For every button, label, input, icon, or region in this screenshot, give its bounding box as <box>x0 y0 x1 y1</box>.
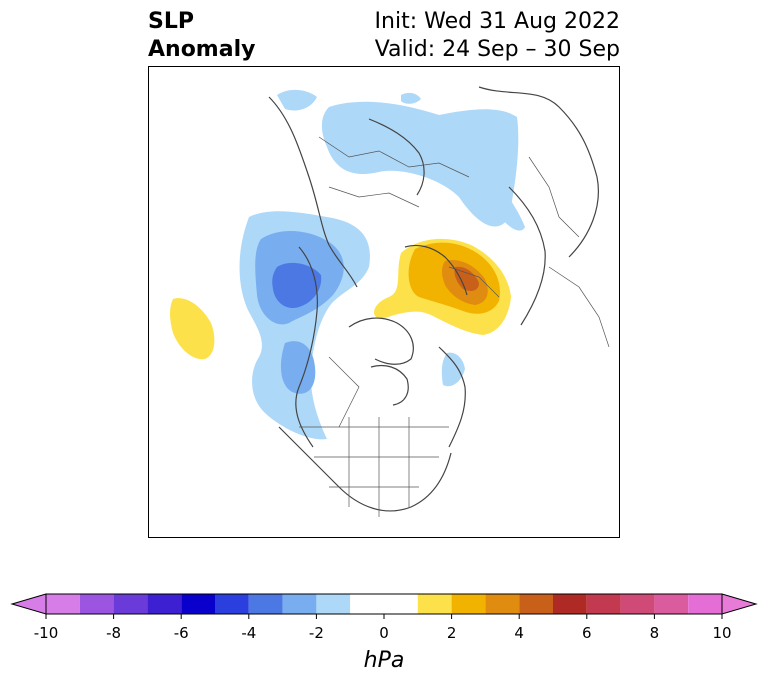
colorbar-bin <box>316 594 351 614</box>
colorbar-tick-label: 10 <box>712 624 732 642</box>
colorbar-tick-label: 2 <box>446 624 457 642</box>
colorbar-tick-label: 6 <box>582 624 592 642</box>
colorbar-tick-label: -10 <box>33 624 59 642</box>
colorbar-tick-label: 4 <box>514 624 524 642</box>
colorbar-graphic <box>10 593 758 619</box>
colorbar-bin <box>451 594 486 614</box>
colorbar-tick-label: 8 <box>649 624 660 642</box>
map-title: SLP Anomaly <box>148 8 255 64</box>
colorbar-bin <box>248 594 283 614</box>
init-date: Init: Wed 31 Aug 2022 <box>374 9 620 34</box>
anomaly-negative-arctic <box>321 101 519 227</box>
colorbar-bin <box>350 594 418 614</box>
anomaly-negative-siberia <box>487 175 525 231</box>
colorbar-tick-label: -2 <box>308 624 324 642</box>
coastlines <box>268 86 599 512</box>
colorbar-bin <box>485 594 520 614</box>
valid-period: Init: Wed 31 Aug 2022 Valid: 24 Sep – 30… <box>375 8 620 64</box>
colorbar-tick-label: -6 <box>173 624 189 642</box>
colorbar-tick-label: 0 <box>379 624 389 642</box>
political-borders <box>299 136 610 517</box>
colorbar-bin <box>215 594 249 614</box>
colorbar-units: hPa <box>363 648 405 673</box>
anomaly-negative-arctic-2 <box>277 89 317 111</box>
colorbar-tick-label: -8 <box>106 624 122 642</box>
anomaly-positive-pacific <box>170 298 215 360</box>
colorbar-bin <box>181 594 215 614</box>
colorbar-bin <box>113 594 148 614</box>
colorbar-bin <box>553 594 587 614</box>
anomaly-map <box>149 67 619 537</box>
anomaly-negative-labrador <box>441 352 465 387</box>
colorbar-bin <box>417 594 452 614</box>
map-panel <box>148 66 620 538</box>
colorbar-bin <box>586 594 621 614</box>
colorbar-bin <box>688 594 722 614</box>
colorbar <box>10 590 758 670</box>
anomaly-negative-canada <box>280 341 316 394</box>
colorbar-bin <box>654 594 689 614</box>
title-line-2: Anomaly <box>148 37 256 62</box>
colorbar-bin <box>282 594 317 614</box>
colorbar-tick-label: -4 <box>241 624 257 642</box>
colorbar-bin <box>46 594 80 614</box>
anomaly-positive-europe-core <box>454 266 479 291</box>
colorbar-extend-low <box>10 593 47 615</box>
colorbar-bin <box>620 594 655 614</box>
colorbar-bin <box>79 594 114 614</box>
colorbar-extend-high <box>721 593 758 615</box>
title-line-1: SLP <box>148 9 194 34</box>
valid-range: Valid: 24 Sep – 30 Sep <box>374 37 620 62</box>
anomaly-negative-pacific-core <box>272 262 322 309</box>
colorbar-bin <box>147 594 182 614</box>
colorbar-bin <box>519 594 553 614</box>
anomaly-negative-arctic-3 <box>401 92 421 104</box>
